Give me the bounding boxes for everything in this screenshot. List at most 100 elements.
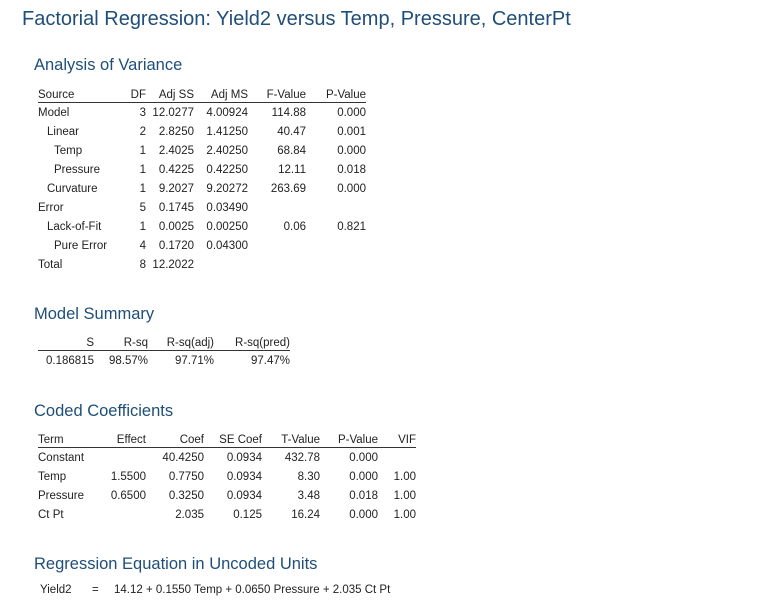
anova-value-cell: 3: [139, 106, 146, 119]
anova-value-cell: 1.41250: [206, 125, 248, 138]
coef-col-term: Term: [38, 430, 96, 448]
anova-value-cell: 263.69: [270, 182, 306, 195]
table-row: Pressure 1 0.4225 0.42250 12.11 0.018: [38, 160, 366, 179]
anova-value-cell: 2.4025: [158, 144, 194, 157]
coef-value-cell: 0.3250: [168, 489, 204, 502]
anova-value-cell: 12.11: [278, 163, 306, 176]
coef-col-coef: Coef: [146, 430, 204, 448]
anova-value-cell: 4: [139, 239, 146, 252]
table-row: Pure Error 4 0.1720 0.04300: [38, 236, 366, 255]
anova-col-f-value: F-Value: [248, 85, 306, 103]
anova-value-cell: 9.2027: [158, 182, 194, 195]
anova-value-cell: 0.04300: [206, 239, 248, 252]
summary-rsq-value: 98.57%: [108, 354, 148, 367]
coef-value-cell: 8.30: [297, 470, 320, 483]
anova-value-cell: 0.000: [337, 182, 366, 195]
anova-col-adj-ss: Adj SS: [146, 85, 194, 103]
anova-value-cell: 8: [139, 258, 146, 271]
anova-value-cell: 0.000: [337, 106, 366, 119]
anova-value-cell: 0.1745: [158, 201, 194, 214]
coef-value-cell: 0.000: [349, 508, 378, 521]
table-row: Temp 1.5500 0.7750 0.0934 8.30 0.000 1.00: [38, 467, 416, 486]
anova-col-df: DF: [122, 85, 146, 103]
coef-col-effect: Effect: [96, 430, 146, 448]
table-row: Model 3 12.0277 4.00924 114.88 0.000: [38, 103, 366, 123]
anova-value-cell: 0.4225: [158, 163, 194, 176]
anova-value-cell: 12.0277: [152, 106, 194, 119]
anova-value-cell: 2.8250: [158, 125, 194, 138]
anova-value-cell: 0.06: [283, 220, 306, 233]
anova-value-cell: 0.00250: [206, 220, 248, 233]
anova-value-cell: 0.018: [337, 163, 366, 176]
equation-response: Yield2: [40, 584, 72, 596]
coef-term-cell: Temp: [38, 470, 67, 483]
coef-term-cell: Constant: [38, 451, 85, 464]
anova-header-row: Source DF Adj SS Adj MS F-Value P-Value: [38, 85, 366, 103]
anova-value-cell: 114.88: [271, 106, 306, 119]
anova-value-cell: [248, 236, 306, 255]
anova-value-cell: 0.03490: [206, 201, 248, 214]
anova-heading: Analysis of Variance: [34, 56, 183, 74]
anova-source-cell: Lack-of-Fit: [47, 220, 102, 233]
anova-value-cell: 0.0025: [158, 220, 194, 233]
coef-value-cell: [96, 505, 146, 524]
coef-value-cell: 16.24: [291, 508, 320, 521]
anova-value-cell: 68.84: [277, 144, 306, 157]
summary-header-row: S R-sq R-sq(adj) R-sq(pred): [38, 333, 290, 351]
anova-value-cell: 1: [139, 182, 146, 195]
coef-value-cell: 1.00: [393, 470, 416, 483]
coef-col-p-value: P-Value: [320, 430, 378, 448]
anova-value-cell: 9.20272: [206, 182, 248, 195]
anova-value-cell: 12.2022: [152, 258, 194, 271]
coef-value-cell: 0.0934: [226, 451, 262, 464]
anova-value-cell: 2: [139, 125, 146, 138]
coef-value-cell: 0.0934: [226, 470, 262, 483]
anova-value-cell: 0.42250: [206, 163, 248, 176]
regression-equation: Yield2 = 14.12 + 0.1550 Temp + 0.0650 Pres…: [40, 584, 390, 596]
summary-rsq-pred-value: 97.47%: [250, 354, 290, 367]
summary-rsq-adj-value: 97.71%: [174, 354, 214, 367]
anova-source-cell: Pure Error: [54, 239, 108, 252]
model-summary-table: S R-sq R-sq(adj) R-sq(pred) 0.186815 98.…: [38, 333, 290, 370]
table-row: Temp 1 2.4025 2.40250 68.84 0.000: [38, 141, 366, 160]
table-row: Lack-of-Fit 1 0.0025 0.00250 0.06 0.821: [38, 217, 366, 236]
coef-value-cell: 0.000: [349, 451, 378, 464]
anova-value-cell: 5: [139, 201, 146, 214]
model-summary-heading: Model Summary: [34, 305, 155, 323]
anova-value-cell: [248, 198, 306, 217]
anova-value-cell: [306, 255, 366, 274]
anova-value-cell: 0.001: [337, 125, 366, 138]
coef-header-row: Term Effect Coef SE Coef T-Value P-Value…: [38, 430, 416, 448]
table-row: Linear 2 2.8250 1.41250 40.47 0.001: [38, 122, 366, 141]
coef-value-cell: 0.125: [233, 508, 262, 521]
anova-value-cell: 0.1720: [158, 239, 194, 252]
anova-col-p-value: P-Value: [306, 85, 366, 103]
anova-value-cell: 1: [139, 144, 146, 157]
anova-value-cell: 2.40250: [206, 144, 248, 157]
anova-col-adj-ms: Adj MS: [194, 85, 248, 103]
coefficients-table: Term Effect Coef SE Coef T-Value P-Value…: [38, 430, 416, 524]
regression-equation-heading: Regression Equation in Uncoded Units: [34, 555, 318, 573]
anova-value-cell: [306, 236, 366, 255]
table-row: Pressure 0.6500 0.3250 0.0934 3.48 0.018 1.00: [38, 486, 416, 505]
coef-col-t-value: T-Value: [262, 430, 320, 448]
table-row: Curvature 1 9.2027 9.20272 263.69 0.000: [38, 179, 366, 198]
anova-value-cell: 40.47: [277, 125, 306, 138]
summary-col-rsq-adj: R-sq(adj): [148, 333, 214, 351]
coef-value-cell: 0.6500: [110, 489, 146, 502]
summary-col-s: S: [38, 333, 94, 351]
anova-col-source: Source: [38, 85, 122, 103]
anova-source-cell: Curvature: [47, 182, 98, 195]
anova-value-cell: 0.821: [337, 220, 366, 233]
coef-value-cell: 3.48: [297, 489, 320, 502]
coef-value-cell: 0.7750: [168, 470, 204, 483]
anova-value-cell: [194, 255, 248, 274]
coef-value-cell: 432.78: [284, 451, 320, 464]
anova-source-cell: Temp: [54, 144, 83, 157]
coef-value-cell: 2.035: [175, 508, 204, 521]
table-row: Ct Pt 2.035 0.125 16.24 0.000 1.00: [38, 505, 416, 524]
coef-value-cell: 1.00: [393, 508, 416, 521]
coef-col-se-coef: SE Coef: [204, 430, 262, 448]
table-row: 0.186815 98.57% 97.71% 97.47%: [38, 351, 290, 371]
coef-value-cell: 0.018: [349, 489, 378, 502]
